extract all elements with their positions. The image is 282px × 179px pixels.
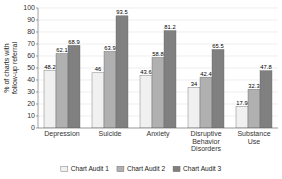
data-label: 17.9 xyxy=(236,100,247,106)
bars xyxy=(44,16,272,128)
y-tick-label: 50 xyxy=(27,64,35,71)
x-tick-label: SubstanceUse xyxy=(237,130,270,145)
bar xyxy=(92,73,104,128)
y-axis-line xyxy=(38,8,39,128)
grid-line xyxy=(38,32,278,33)
x-tick-label: Depression xyxy=(44,130,80,138)
bar xyxy=(152,57,164,128)
legend-label: Chart Audit 2 xyxy=(127,165,165,172)
legend-label: Chart Audit 3 xyxy=(183,165,221,172)
y-tick-label: 0 xyxy=(31,124,35,131)
bar xyxy=(212,49,224,128)
grid-line xyxy=(38,20,278,21)
x-tick-label: Anxiety xyxy=(147,130,170,138)
y-tick-label: 20 xyxy=(27,100,35,107)
y-tick-label: 70 xyxy=(27,40,35,47)
legend-swatch xyxy=(117,166,124,172)
data-label: 58.8 xyxy=(152,51,163,57)
y-tick-label: 100 xyxy=(23,4,35,11)
legend-label: Chart Audit 1 xyxy=(71,165,109,172)
data-label: 32.3 xyxy=(248,83,259,89)
bar xyxy=(56,53,68,128)
y-tick-label: 10 xyxy=(27,112,35,119)
y-tick-label: 40 xyxy=(27,76,35,83)
bar xyxy=(248,89,260,128)
data-label: 68.9 xyxy=(68,39,79,45)
data-label: 65.5 xyxy=(212,43,223,49)
legend-swatch xyxy=(173,166,180,172)
data-label: 63.9 xyxy=(104,45,115,51)
bar xyxy=(116,16,128,128)
x-axis-line xyxy=(38,128,278,129)
data-label: 46 xyxy=(95,66,101,72)
x-tick-label: DisruptiveBehaviorDisorders xyxy=(190,130,221,152)
bar xyxy=(140,76,152,128)
legend: Chart Audit 1 Chart Audit 2 Chart Audit 3 xyxy=(61,165,222,172)
y-tick-label: 80 xyxy=(27,28,35,35)
data-label: 93.5 xyxy=(116,9,127,15)
data-labels: 48.2 46 43.6 34 17.9 62.1 63.9 58.8 42.4 32.3 68.9… xyxy=(44,9,271,106)
y-tick-label: 30 xyxy=(27,88,35,95)
data-label: 48.2 xyxy=(44,64,55,70)
bar xyxy=(44,70,56,128)
legend-swatch xyxy=(61,166,68,172)
y-tick-label: 60 xyxy=(27,52,35,59)
x-tick-label: Suicide xyxy=(99,130,122,137)
data-label: 47.8 xyxy=(260,64,271,70)
bar xyxy=(104,51,116,128)
bar xyxy=(68,45,80,128)
y-tick-label: 90 xyxy=(27,16,35,23)
y-axis-label: % of charts withfollow-up referral xyxy=(3,41,19,94)
bar xyxy=(236,107,248,128)
data-label: 42.4 xyxy=(200,71,212,77)
grid xyxy=(38,8,278,128)
data-label: 34 xyxy=(191,81,198,87)
bar xyxy=(164,31,176,128)
grid-line xyxy=(38,8,278,9)
data-label: 81.2 xyxy=(164,24,175,30)
bar xyxy=(200,77,212,128)
bar xyxy=(188,87,200,128)
data-label: 43.6 xyxy=(140,69,151,75)
data-label: 62.1 xyxy=(56,47,67,53)
bar xyxy=(260,71,272,128)
chart: 0 10 20 30 40 50 60 70 80 90 100 % of charts withfo… xyxy=(0,0,282,179)
